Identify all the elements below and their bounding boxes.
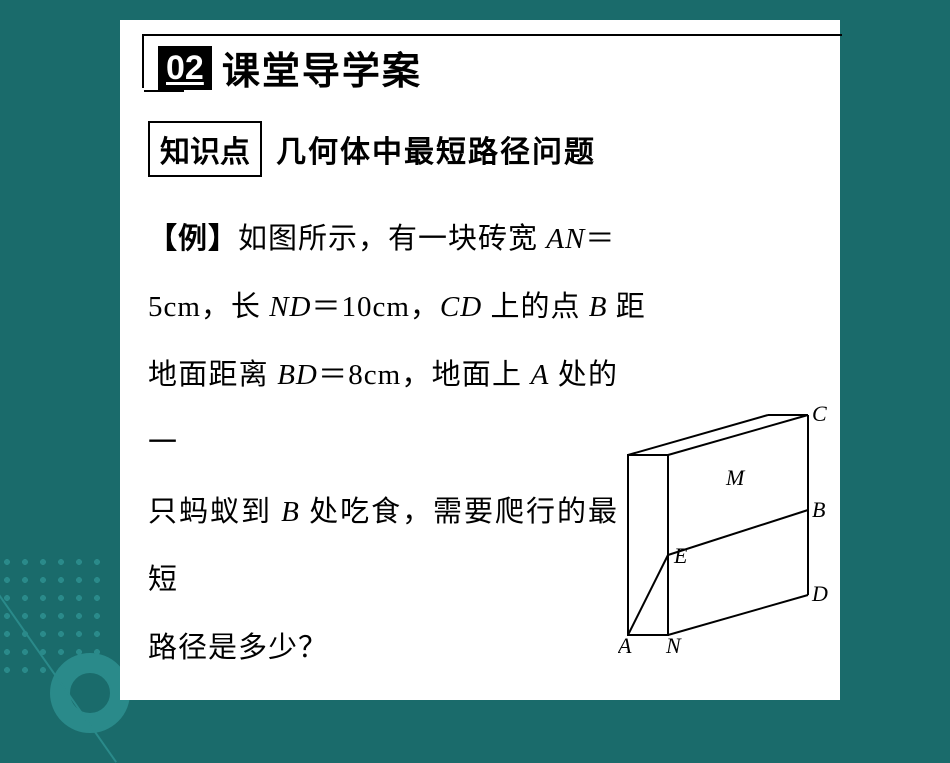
example-text-2: 5cm，长 ND＝10cm，CD 上的点 B 距 (148, 273, 812, 341)
t3a: 地面距离 (148, 359, 277, 391)
t2a: 5cm，长 (148, 291, 269, 323)
t2d: 距 (607, 291, 645, 323)
var-CD: CD (440, 291, 482, 323)
example-body: 【例】如图所示，有一块砖宽 AN＝ 5cm，长 ND＝10cm，CD 上的点 B… (148, 205, 812, 682)
brick-diagram: A N D B C E M (618, 395, 828, 655)
lbl-M: M (725, 465, 746, 490)
t3b: ＝8cm，地面上 (318, 359, 531, 391)
example-text-4: 只蚂蚁到 B 处吃食，需要爬行的最短 (148, 478, 618, 614)
deco-ring (50, 653, 130, 733)
var-ND: ND (269, 291, 311, 323)
t1b: ＝ (585, 223, 615, 255)
var-A: A (531, 359, 550, 391)
example-label: 【例】 (148, 223, 238, 255)
lbl-B: B (812, 497, 825, 522)
var-B2: B (281, 496, 300, 528)
var-AN: AN (546, 223, 585, 255)
example-text-5: 路径是多少？ (148, 614, 618, 682)
example-text-1: 【例】如图所示，有一块砖宽 AN＝ (148, 205, 812, 273)
lbl-A: A (618, 633, 632, 655)
section-title: 课堂导学案 (222, 40, 422, 95)
knowledge-box-label: 知识点 (148, 121, 262, 177)
section-header: 02 课堂导学案 (148, 40, 812, 95)
knowledge-row: 知识点 几何体中最短路径问题 (148, 121, 812, 177)
t5: 路径是多少？ (148, 632, 328, 664)
lbl-C: C (812, 401, 827, 426)
t4a: 只蚂蚁到 (148, 496, 281, 528)
content-card: 02 课堂导学案 知识点 几何体中最短路径问题 【例】如图所示，有一块砖宽 AN… (120, 20, 840, 700)
section-number: 02 (158, 46, 212, 90)
t2b: ＝10cm， (311, 291, 439, 323)
var-B: B (589, 291, 608, 323)
var-BD: BD (277, 359, 318, 391)
t1a: 如图所示，有一块砖宽 (238, 223, 546, 255)
knowledge-topic: 几何体中最短路径问题 (276, 127, 596, 171)
t2c: 上的点 (482, 291, 589, 323)
lbl-E: E (673, 543, 688, 568)
lbl-D: D (811, 581, 828, 606)
lbl-N: N (665, 633, 682, 655)
example-text-3: 地面距离 BD＝8cm，地面上 A 处的一 (148, 341, 618, 477)
